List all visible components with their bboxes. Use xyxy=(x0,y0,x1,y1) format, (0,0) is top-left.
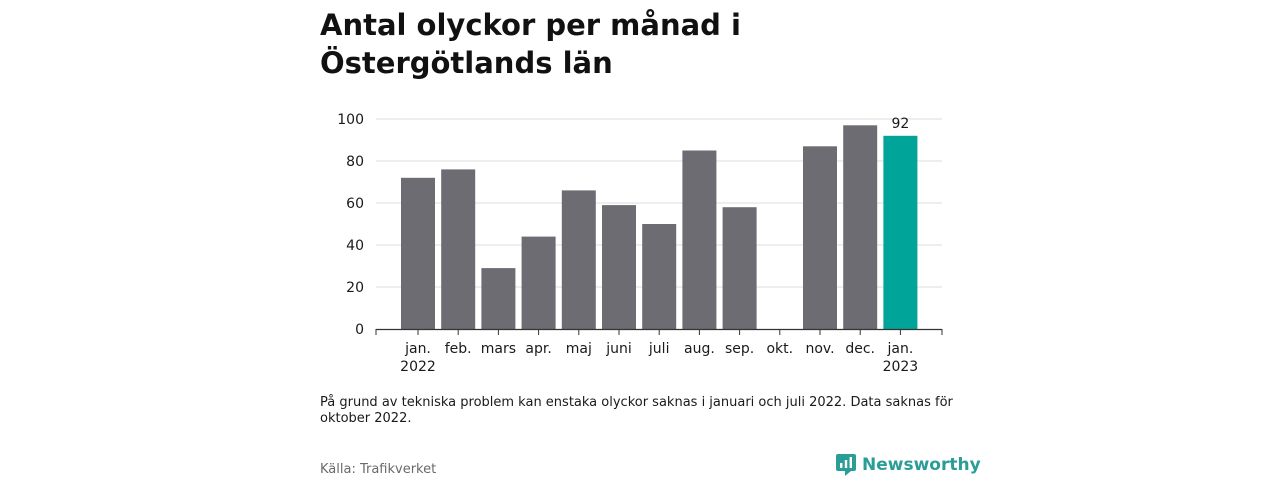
x-tick-label: maj xyxy=(566,341,592,357)
x-tick-label: dec. xyxy=(845,341,875,357)
x-tick-label: 2023 xyxy=(883,359,919,375)
bar xyxy=(602,205,636,329)
y-tick-label: 40 xyxy=(346,238,364,254)
newsworthy-logo-icon xyxy=(836,454,856,476)
bar xyxy=(441,169,476,329)
bar xyxy=(642,224,677,329)
bar xyxy=(481,268,516,329)
x-tick-label: nov. xyxy=(805,341,834,357)
x-tick-label: juni xyxy=(605,341,632,357)
bar xyxy=(401,177,435,329)
y-tick-label: 60 xyxy=(346,196,364,212)
bar xyxy=(722,207,757,329)
x-tick-label: sep. xyxy=(725,341,754,357)
x-tick-label: 2022 xyxy=(400,359,436,375)
x-tick-label: aug. xyxy=(684,341,715,357)
data-label: 92 xyxy=(891,116,909,132)
brand-logo[interactable]: Newsworthy xyxy=(836,454,981,476)
x-tick-label: okt. xyxy=(766,341,793,357)
bar xyxy=(883,135,918,329)
y-tick-label: 100 xyxy=(337,112,364,128)
source-credit: Källa: Trafikverket xyxy=(320,462,437,477)
brand-name: Newsworthy xyxy=(862,455,981,475)
bar xyxy=(521,236,556,329)
x-tick-label: apr. xyxy=(525,341,551,357)
y-tick-label: 0 xyxy=(355,322,364,338)
x-tick-label: jan. xyxy=(404,341,431,357)
bar xyxy=(803,146,837,329)
x-tick-label: mars xyxy=(481,341,516,357)
y-tick-label: 20 xyxy=(346,280,364,296)
x-tick-label: juli xyxy=(648,341,670,357)
bar xyxy=(561,190,596,329)
y-tick-label: 80 xyxy=(346,154,364,170)
x-tick-label: jan. xyxy=(887,341,914,357)
chart-note: På grund av tekniska problem kan enstaka… xyxy=(320,395,953,426)
bar xyxy=(843,125,878,329)
bar xyxy=(682,150,717,329)
x-tick-label: feb. xyxy=(445,341,472,357)
chart-title: Antal olyckor per månad i Östergötlands … xyxy=(320,8,741,80)
